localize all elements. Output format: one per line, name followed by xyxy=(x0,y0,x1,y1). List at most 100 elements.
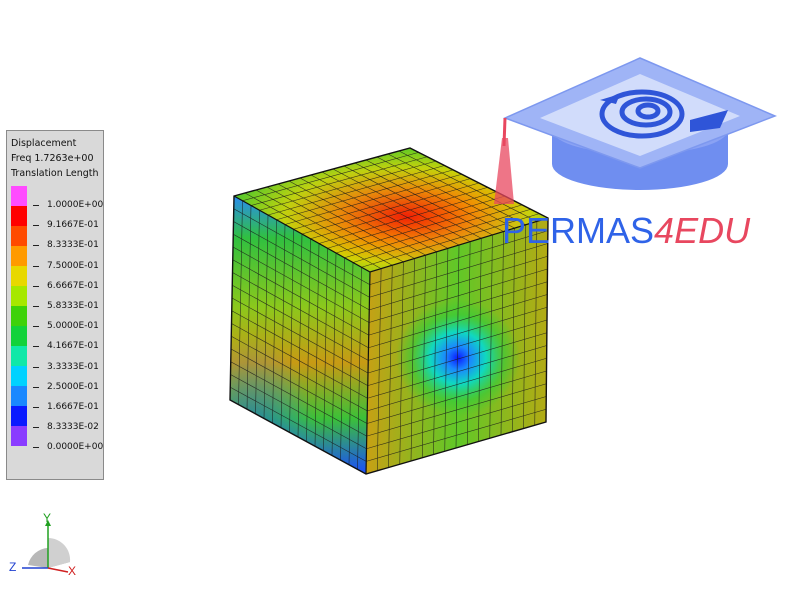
legend-swatch xyxy=(11,226,27,246)
mesh-line xyxy=(367,357,547,412)
mesh-line xyxy=(314,243,320,447)
mesh-line xyxy=(489,234,493,439)
mesh-line xyxy=(301,182,480,235)
logo-spiral-icon xyxy=(599,89,685,139)
mesh-line xyxy=(366,370,547,424)
mesh-line xyxy=(366,396,547,450)
mesh-line xyxy=(366,408,547,462)
legend-tick: 1.0000E+00 xyxy=(33,200,104,212)
legend-tick: 8.3333E-02 xyxy=(33,422,101,434)
legend-color-bar xyxy=(11,186,27,446)
mesh-line xyxy=(335,200,514,254)
mesh-line xyxy=(310,187,488,240)
legend-tick-label: 8.3333E-01 xyxy=(47,240,99,251)
mesh-line xyxy=(344,204,523,259)
axis-triad[interactable] xyxy=(22,520,71,573)
legend-tick-mark xyxy=(33,427,39,429)
legend-tick-mark xyxy=(33,366,39,368)
legend-tick: 2.5000E-01 xyxy=(33,382,101,394)
legend-swatch xyxy=(11,326,27,346)
mesh-line xyxy=(365,159,504,232)
legend-tick-label: 1.6667E-01 xyxy=(47,402,99,412)
legend-tick-label: 5.8333E-01 xyxy=(47,301,99,311)
legend-swatch xyxy=(11,266,27,286)
legend-tick: 5.0000E-01 xyxy=(33,321,101,333)
legend-tick-label: 9.1667E-01 xyxy=(47,220,99,231)
logo-text: PERMAS4EDU xyxy=(502,213,750,249)
legend-swatch xyxy=(11,346,27,366)
mesh-line xyxy=(231,323,368,399)
legend-swatch xyxy=(11,386,27,406)
legend-tick-label: 0.0000E+00 xyxy=(47,442,104,453)
legend-tick-mark xyxy=(33,265,39,267)
mesh-line xyxy=(367,345,547,399)
mesh-line xyxy=(367,319,548,374)
mesh-line xyxy=(318,191,497,244)
mesh-line xyxy=(352,208,531,263)
mesh-line xyxy=(327,195,505,249)
mesh-line xyxy=(511,228,515,432)
mesh-line xyxy=(231,335,368,412)
legend-tick-label: 8.3333E-02 xyxy=(47,422,99,433)
mesh-line xyxy=(387,153,526,226)
mesh-line xyxy=(340,257,345,461)
axis-y-label: Y xyxy=(43,511,52,525)
legend-swatch xyxy=(11,206,27,226)
logo-word: PERMAS xyxy=(502,210,655,251)
axis-triad-sphere-shade xyxy=(48,537,71,568)
logo-dark-wedge xyxy=(690,110,728,132)
legend-tick-label: 4.1667E-01 xyxy=(47,341,99,352)
legend-tick-mark xyxy=(33,407,39,408)
mesh-line xyxy=(500,231,504,436)
mesh-line xyxy=(306,238,311,442)
axis-x-label: X xyxy=(68,564,77,578)
logo-suffix: 4EDU xyxy=(654,210,751,251)
mesh-line xyxy=(230,361,367,437)
legend-swatch xyxy=(11,286,27,306)
legend-tick: 8.3333E-01 xyxy=(33,240,101,252)
legend-tick: 6.6667E-01 xyxy=(33,280,101,293)
legend-tick-mark xyxy=(33,306,39,307)
legend-quantity: Translation Length xyxy=(11,168,99,179)
mesh-line xyxy=(331,252,337,456)
cube-vertical-edge xyxy=(365,271,371,475)
mesh-line xyxy=(343,165,482,239)
cube-right-face-cold-zone xyxy=(396,300,520,416)
legend-tick-mark xyxy=(33,205,39,206)
legend-tick-mark xyxy=(33,326,39,328)
legend-swatch xyxy=(11,366,27,386)
legend-tick: 1.6667E-01 xyxy=(33,402,101,414)
logo-dark-wedge-2 xyxy=(600,94,620,104)
mesh-line xyxy=(478,238,482,442)
legend-tick-label: 1.0000E+00 xyxy=(47,200,104,210)
fe-mesh-lines xyxy=(230,150,548,471)
mesh-line xyxy=(357,267,362,470)
legend-tick: 5.8333E-01 xyxy=(33,301,101,313)
legend-tick: 0.0000E+00 xyxy=(33,442,104,454)
legend-swatch xyxy=(11,246,27,266)
legend-tick-label: 7.5000E-01 xyxy=(47,260,99,271)
legend-tick-mark xyxy=(33,225,39,227)
legend-swatch xyxy=(11,426,27,446)
mesh-line xyxy=(231,297,369,374)
mesh-line xyxy=(332,168,471,242)
contour-legend[interactable]: Displacement Freq 1.7263e+00 Translation… xyxy=(6,130,104,480)
legend-tick-label: 6.6667E-01 xyxy=(47,280,99,291)
permas4edu-logo xyxy=(494,57,777,204)
mesh-line xyxy=(230,374,367,450)
mesh-line xyxy=(231,310,368,386)
mesh-line xyxy=(354,162,493,236)
mesh-line xyxy=(523,224,527,429)
mesh-line xyxy=(366,383,547,437)
legend-tick: 9.1667E-01 xyxy=(33,220,101,232)
fe-cube-model[interactable] xyxy=(229,147,549,475)
mesh-line xyxy=(361,213,540,268)
mesh-line xyxy=(348,262,354,465)
logo-tassel xyxy=(494,138,514,204)
mesh-line xyxy=(230,386,367,462)
mesh-line xyxy=(466,241,471,445)
legend-tick-mark xyxy=(33,346,39,348)
legend-swatch xyxy=(11,406,27,426)
axis-z-label: Z xyxy=(9,560,17,574)
